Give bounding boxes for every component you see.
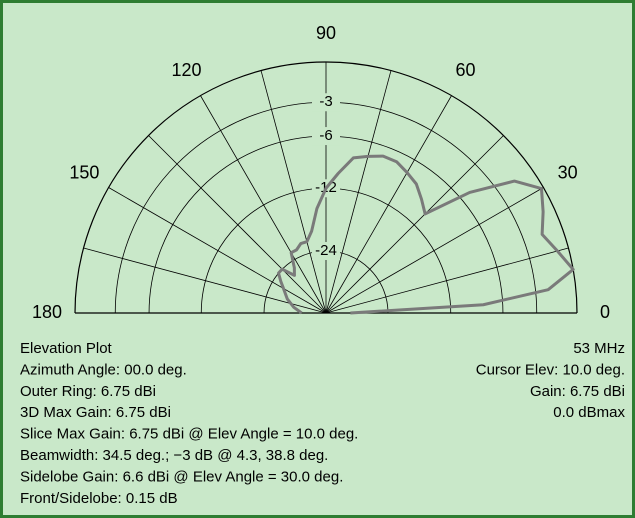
spoke: [325, 70, 392, 314]
ring-label: -24: [315, 242, 337, 259]
spoke: [325, 187, 544, 314]
angle-label: 180: [32, 302, 62, 322]
info-left: Elevation Plot: [20, 340, 113, 357]
info-right: 53 MHz: [573, 340, 625, 357]
info-right: Gain: 6.75 dBi: [530, 383, 625, 400]
angle-label: 30: [558, 162, 578, 182]
spoke: [260, 70, 327, 314]
info-left: Beamwidth: 34.5 deg.; −3 dB @ 4.3, 38.8 …: [20, 447, 328, 464]
pattern-line: [277, 154, 575, 315]
angle-label: 90: [316, 23, 336, 43]
ring-label: -6: [319, 127, 332, 144]
ring-label-bg: [312, 242, 340, 261]
spoke: [83, 247, 327, 314]
info-left: Azimuth Angle: 00.0 deg.: [20, 361, 187, 378]
info-left: Slice Max Gain: 6.75 dBi @ Elev Angle = …: [20, 426, 358, 443]
spoke: [325, 95, 452, 314]
spoke: [325, 247, 569, 314]
angle-label: 150: [69, 162, 99, 182]
ring-label: -3: [319, 93, 332, 110]
angle-label: 0: [600, 302, 610, 322]
info-right: Cursor Elev: 10.0 deg.: [476, 361, 625, 378]
spoke: [200, 95, 327, 314]
outer-ring: [74, 61, 578, 314]
angle-label: 120: [171, 60, 201, 80]
info-left: Outer Ring: 6.75 dBi: [20, 383, 156, 400]
info-left: Sidelobe Gain: 6.6 dBi @ Elev Angle = 30…: [20, 468, 343, 485]
angle-label: 60: [455, 60, 475, 80]
spoke: [108, 187, 327, 314]
ring-label-bg: [312, 93, 340, 112]
spoke: [148, 135, 327, 314]
info-left: 3D Max Gain: 6.75 dBi: [20, 404, 171, 421]
info-right: 0.0 dBmax: [553, 404, 625, 421]
info-left: Front/Sidelobe: 0.15 dB: [20, 490, 178, 507]
ring-label-bg: [312, 127, 340, 146]
spoke: [325, 135, 504, 314]
